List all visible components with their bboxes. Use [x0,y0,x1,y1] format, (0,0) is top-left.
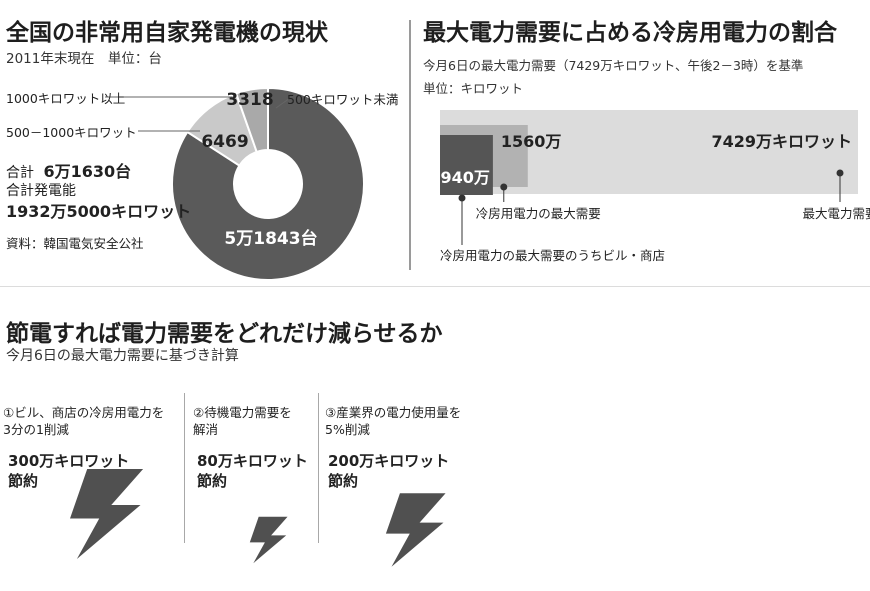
total-row: 合計 6万1630台 [6,158,131,182]
saving-item-2-amount: 80万キロワット [197,452,308,470]
lightning-bolt-icon [249,516,288,564]
lightning-bolt-icon [70,469,144,559]
saving-item-3-desc: ③産業界の電力使用量を [325,405,462,420]
saving-item-1-amount: 300万キロワット [8,452,130,470]
donut-chart-title: 全国の非常用自家発電機の現状 [6,20,328,46]
bar-category-cooling-buildings: 冷房用電力の最大需要のうちビル・商店 [440,248,665,263]
lightning-bolt-icon [385,493,446,567]
bar-cooling-buildings [440,135,493,195]
max-demand-marker [836,169,844,177]
slice-value-lt500: 5万1843台 [224,228,317,249]
cooling-max-marker [500,183,508,191]
cooling-buildings-marker [458,194,466,202]
donut-chart-subtitle: 2011年末現在 単位：台 [6,51,162,67]
bar-chart-title: 最大電力需要に占める冷房用電力の割合 [423,20,837,46]
legend-label-ge1000: 1000キロワット以上 [6,91,126,106]
slice-value-500-1000: 6469 [201,132,248,152]
source-note: 資料：韓国電気安全公社 [6,236,144,251]
saving-item-2-desc: ②待機電力需要を [193,405,292,420]
item-divider [184,393,185,543]
bar-value-max-demand: 7429万キロワット [711,132,852,151]
saving-item-1-desc: ①ビル、商店の冷房用電力を [3,405,165,420]
saving-item-2-desc-2: 解消 [193,422,219,437]
saving-item-3-amount: 200万キロワット [328,452,450,470]
saving-item-3-unit: 節約 [328,472,359,490]
bar-category-max-demand: 最大電力需要 [802,206,870,221]
horizontal-divider [0,286,870,287]
savings-subtitle: 今月6日の最大電力需要に基づき計算 [6,348,239,364]
item-divider [318,393,319,543]
total-label: 合計 [6,165,34,181]
saving-item-1-desc-2: 3分の1削減 [3,422,69,437]
saving-item-1-unit: 節約 [8,472,39,490]
donut-hole [234,150,302,218]
slice-value-ge1000: 3318 [226,90,273,110]
bar-value-cooling-max: 1560万 [501,132,562,151]
legend-label-lt500: 500キロワット未満 [287,92,399,107]
bar-chart-subtitle: 今月6日の最大電力需要（7429万キロワット、午後2－3時）を基準 [423,58,804,73]
total-value: 6万1630台 [43,162,132,181]
legend-label-500-1000: 500－1000キロワット [6,125,137,140]
bar-value-cooling-buildings: 940万 [440,168,489,187]
capacity-label: 合計発電能 [6,183,76,199]
saving-item-3-desc-2: 5%削減 [325,422,370,437]
bar-category-cooling-max: 冷房用電力の最大需要 [476,206,601,221]
bar-chart-unit: 単位：キロワット [423,81,524,96]
donut-chart: 3318 6469 5万1843台 [105,86,365,281]
demand-bar-chart: 7429万キロワット 1560万 940万 最大電力需要 冷房用電力の最大需要 … [440,110,870,263]
savings-title: 節電すれば電力需要をどれだけ減らせるか [6,321,443,347]
saving-item-2-unit: 節約 [197,472,228,490]
vertical-divider [409,20,411,270]
capacity-value: 1932万5000キロワット [6,202,192,221]
leader-line-lt500 [275,97,291,109]
